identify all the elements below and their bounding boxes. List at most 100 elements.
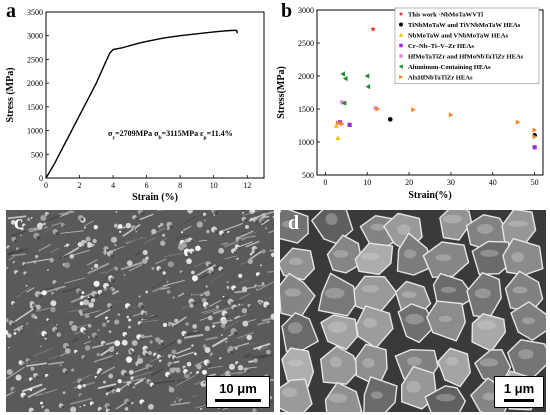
fracture-streak <box>83 341 92 344</box>
fracture-particle <box>121 339 128 346</box>
fracture-shadow <box>206 362 211 367</box>
fracture-shadow <box>214 229 218 234</box>
fracture-shadow <box>259 348 263 351</box>
fracture-shadow <box>238 238 242 243</box>
fracture-particle <box>69 254 75 259</box>
fracture-shadow <box>259 301 262 304</box>
fracture-shadow <box>55 231 59 235</box>
fracture-streak <box>45 285 66 293</box>
fracture-particle <box>25 322 29 325</box>
fracture-streak <box>26 287 35 293</box>
fracture-shadow <box>145 352 149 357</box>
fracture-streak <box>115 402 126 410</box>
fracture-particle <box>177 244 185 251</box>
facet-highlight <box>445 356 459 366</box>
cleavage-facet <box>510 300 546 342</box>
fracture-particle <box>228 363 236 370</box>
fracture-particle <box>162 322 168 328</box>
cleavage-facet <box>437 347 472 388</box>
fracture-streak <box>35 393 44 396</box>
fracture-shadow <box>175 401 177 404</box>
fracture-particle <box>245 224 249 229</box>
fracture-streak <box>150 355 165 363</box>
fracture-shadow <box>23 395 27 399</box>
cleavage-facet <box>422 241 470 279</box>
fracture-particle <box>204 347 211 353</box>
facet-highlight <box>370 391 383 399</box>
fracture-streak <box>10 230 27 237</box>
scale-bar-label-d: 1 μm <box>503 381 535 396</box>
cleavage-facet <box>363 376 398 412</box>
fracture-particle <box>196 221 203 228</box>
fracture-streak <box>249 249 265 260</box>
fracture-streak <box>129 371 153 379</box>
fracture-shadow <box>246 369 249 373</box>
fracture-particle <box>128 325 131 329</box>
fracture-streak <box>150 368 164 377</box>
fracture-particle <box>35 304 41 310</box>
fracture-shadow <box>191 251 195 255</box>
fracture-shadow <box>13 262 16 264</box>
fracture-particle <box>62 391 66 395</box>
legend-box <box>394 7 540 84</box>
fracture-streak <box>261 317 274 322</box>
fracture-particle <box>50 300 57 307</box>
fracture-particle <box>222 295 225 298</box>
fracture-particle <box>94 263 99 268</box>
fracture-shadow <box>11 322 15 326</box>
x-tick-label: 30 <box>447 178 455 187</box>
fracture-shadow <box>221 335 224 337</box>
annotation-subscript: y <box>112 135 115 141</box>
fracture-shadow <box>32 303 35 307</box>
fracture-particle <box>202 212 207 216</box>
fracture-streak <box>202 309 220 315</box>
fracture-particle <box>185 322 189 326</box>
fracture-particle <box>6 369 13 375</box>
fracture-streak <box>165 227 173 231</box>
fracture-streak <box>6 366 25 380</box>
fracture-particle <box>113 223 118 228</box>
cleavage-facet <box>397 303 437 344</box>
y-tick-label: 3000 <box>298 6 314 15</box>
fracture-streak <box>24 374 42 381</box>
fracture-streak <box>112 211 131 215</box>
cleavage-facet <box>471 240 513 276</box>
fracture-streak <box>36 307 51 312</box>
fracture-shadow <box>249 305 252 308</box>
fracture-shadow <box>208 360 210 363</box>
legend-label: Cr–Nb–Ti–V–Zr HEAs <box>408 43 474 50</box>
fracture-streak <box>238 314 248 318</box>
fracture-streak <box>163 279 185 287</box>
fracture-shadow <box>233 307 236 310</box>
facet-highlight <box>440 286 457 293</box>
facet-highlight <box>508 220 528 227</box>
fracture-streak <box>26 258 50 264</box>
fracture-shadow <box>243 219 247 222</box>
fracture-shadow <box>126 401 131 405</box>
fracture-streak <box>128 264 143 272</box>
fracture-surface-texture-c <box>6 210 274 412</box>
fracture-shadow <box>83 242 88 247</box>
fracture-streak <box>20 266 27 269</box>
fracture-shadow <box>25 273 28 276</box>
fracture-particle <box>162 271 166 275</box>
fracture-particle <box>70 406 77 412</box>
fracture-shadow <box>108 321 111 324</box>
fracture-particle <box>226 280 229 284</box>
fracture-streak <box>38 243 52 252</box>
fracture-streak <box>33 347 54 357</box>
fracture-streak <box>196 264 216 277</box>
fracture-shadow <box>129 383 133 387</box>
fracture-particle <box>85 236 91 242</box>
fracture-shadow <box>205 220 207 222</box>
fracture-streak <box>184 333 204 339</box>
cleavage-facet <box>320 314 359 351</box>
fracture-streak <box>11 253 26 257</box>
fracture-shadow <box>54 329 58 333</box>
facet-highlight <box>288 257 303 266</box>
fracture-particle <box>241 307 248 314</box>
fracture-particle <box>187 210 193 214</box>
fracture-streak <box>208 271 226 284</box>
fracture-particle <box>132 385 136 389</box>
fracture-particle <box>252 408 257 412</box>
